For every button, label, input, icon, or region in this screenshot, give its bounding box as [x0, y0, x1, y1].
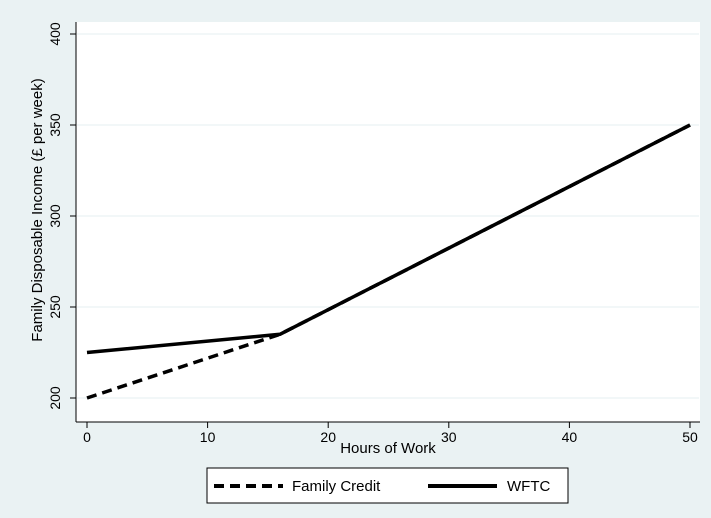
y-axis-title: Family Disposable Income (£ per week): [29, 78, 46, 341]
x-axis-ticks: 0 10 20 30 40 50: [83, 422, 698, 445]
y-tick-label-300: 300: [47, 204, 63, 228]
x-tick-label-0: 0: [83, 429, 91, 445]
series-line-family-credit: [86, 123, 691, 400]
grid-lines: [77, 33, 699, 399]
plot-area: [76, 22, 700, 422]
x-tick-label-50: 50: [682, 429, 698, 445]
y-tick-label-350: 350: [47, 113, 63, 137]
y-axis-ticks: 200 250 300 350 400: [47, 22, 76, 410]
legend: Family Credit WFTC: [206, 467, 569, 504]
series-line-wftc: [86, 123, 691, 355]
legend-label-family-credit: Family Credit: [292, 478, 381, 495]
y-tick-label-250: 250: [47, 295, 63, 319]
x-tick-label-30: 30: [441, 429, 457, 445]
x-tick-label-10: 10: [200, 429, 216, 445]
y-tick-label-400: 400: [47, 22, 63, 46]
y-tick-label-200: 200: [47, 386, 63, 410]
legend-label-wftc: WFTC: [507, 478, 550, 495]
series-group: [86, 123, 691, 400]
x-tick-label-40: 40: [562, 429, 578, 445]
x-tick-label-20: 20: [320, 429, 336, 445]
x-axis-title: Hours of Work: [340, 440, 436, 457]
